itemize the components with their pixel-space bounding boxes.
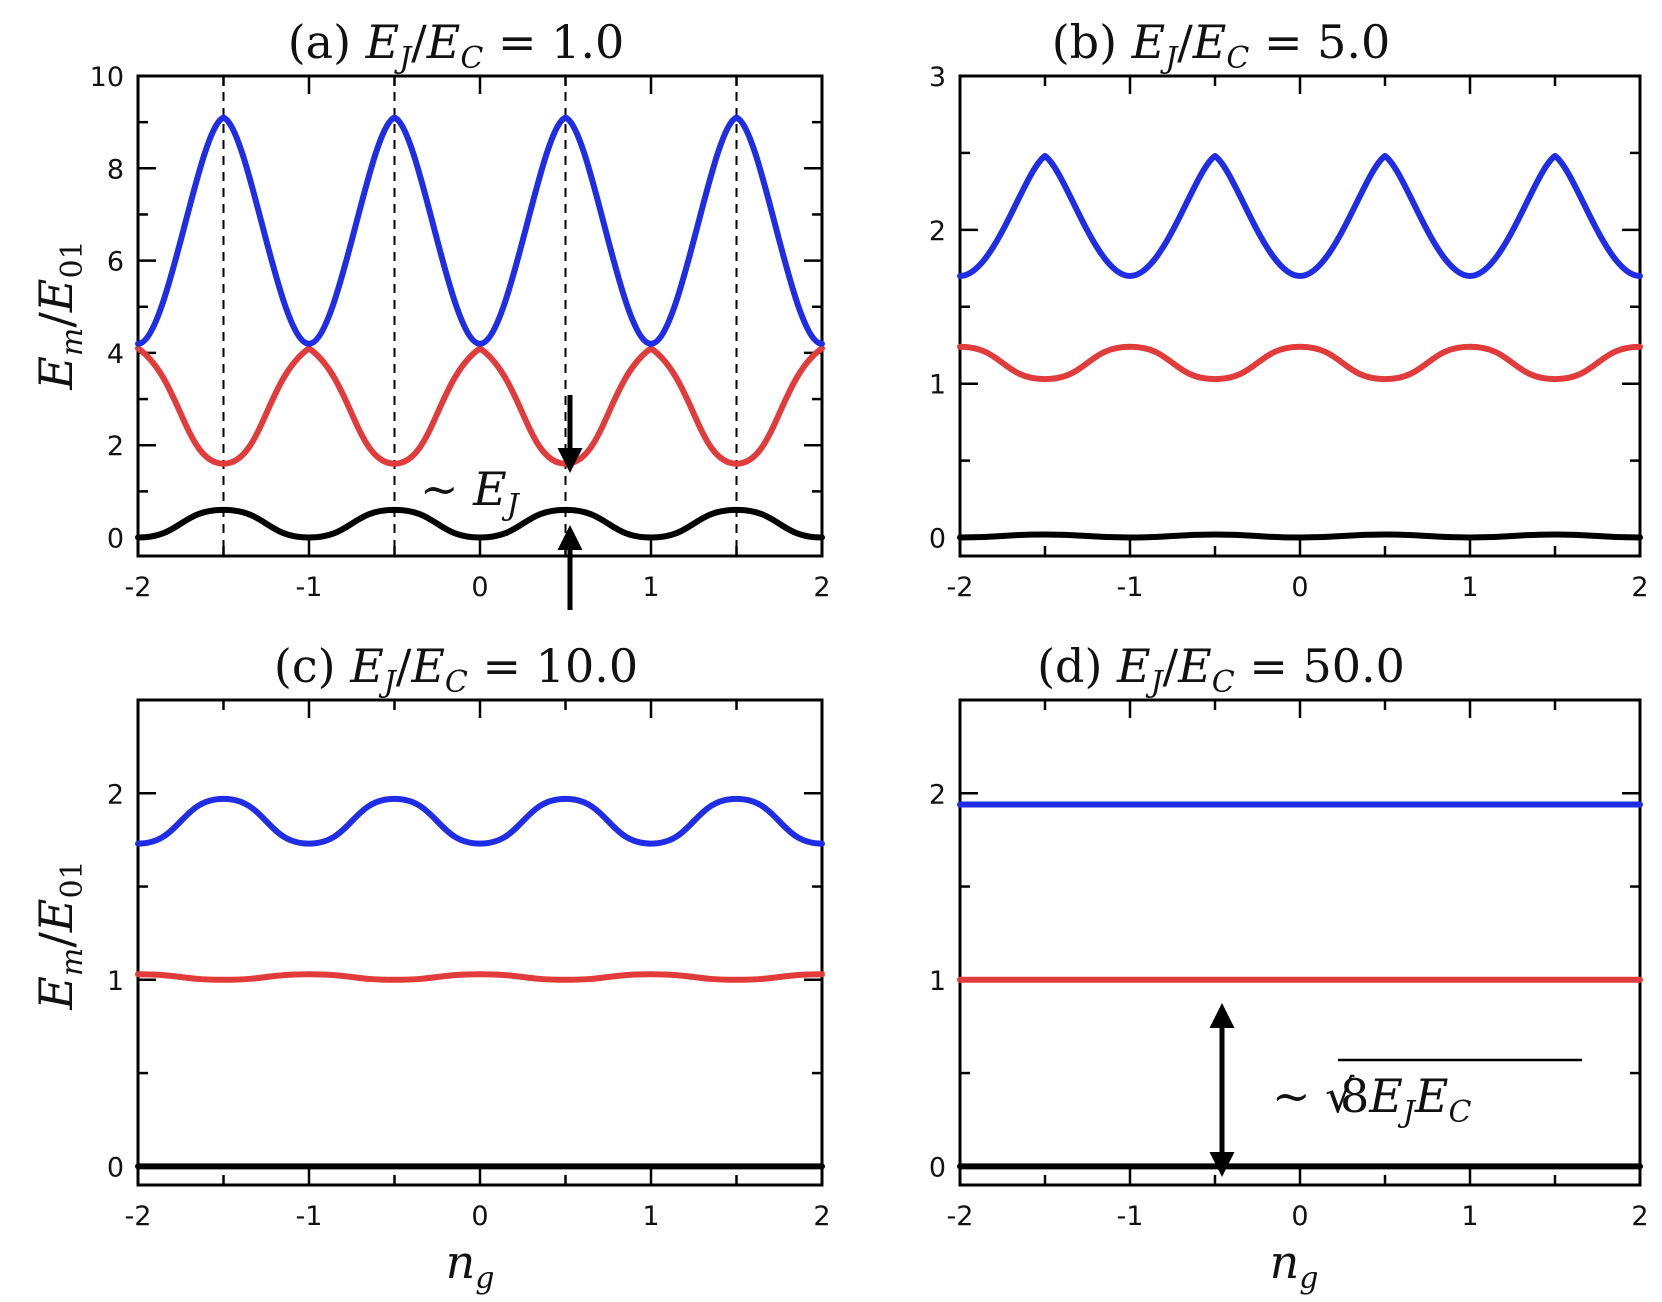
- x-tick-label: 0: [471, 1201, 488, 1232]
- x-tick-label: 0: [471, 572, 488, 603]
- panel-d: (d) EJ/EC = 50.0 ng -2 -1 0 1 2 0 1 2 ~ √ 8EJEC: [929, 639, 1649, 1296]
- plot-frame: [958, 74, 1642, 558]
- y-tick-label: 1: [929, 370, 946, 401]
- y-tick-label: 10: [90, 62, 124, 93]
- y-tick-label: 1: [107, 966, 124, 997]
- y-tick-label: 0: [929, 524, 946, 555]
- y-tick-label: 0: [107, 1152, 124, 1183]
- panel-c-xlabel: ng: [446, 1235, 495, 1296]
- panel-c: (c) EJ/EC = 10.0 Em/E01 ng -2 -1 0 1 2 0 1 2: [29, 639, 831, 1296]
- panel-a-annotation-text: ~ EJ: [420, 462, 521, 523]
- x-tick-label: -2: [125, 1201, 152, 1232]
- series-level-2: [135, 795, 825, 847]
- panel-d-plot: -2 -1 0 1 2 0 1 2: [929, 698, 1649, 1232]
- panel-d-annotation-text: ~ √: [1272, 1069, 1355, 1123]
- panel-a-title: (a) EJ/EC = 1.0: [288, 15, 625, 76]
- x-tick-label: 2: [1631, 572, 1648, 603]
- svg-text:8EJEC: 8EJEC: [1340, 1069, 1472, 1130]
- y-tick-label: 3: [929, 62, 946, 93]
- series-level-0: [957, 531, 1643, 541]
- series-level-1: [135, 345, 825, 467]
- panel-d-title: (d) EJ/EC = 50.0: [1037, 639, 1405, 700]
- panel-c-plot: -2 -1 0 1 2 0 1 2: [107, 698, 831, 1232]
- panel-a: (a) EJ/EC = 1.0 Em/E01 -2 -1 0 1 2 0 2 4 6 8 10 ~ …: [29, 15, 831, 610]
- series-level-2: [957, 153, 1643, 279]
- series-level-1: [135, 971, 825, 983]
- panel-b-title: (b) EJ/EC = 5.0: [1052, 15, 1391, 76]
- x-tick-label: 1: [642, 1201, 659, 1232]
- x-tick-label: -2: [947, 572, 974, 603]
- x-tick-label: 2: [1631, 1201, 1648, 1232]
- y-tick-label: 1: [929, 966, 946, 997]
- series-level-0: [135, 506, 825, 541]
- panel-b-plot: -2 -1 0 1 2 0 1 2 3: [929, 62, 1649, 603]
- panel-c-ylabel: Em/E01: [29, 860, 90, 1010]
- y-tick-label: 4: [107, 339, 124, 370]
- y-tick-label: 2: [929, 216, 946, 247]
- x-tick-label: -1: [1117, 1201, 1144, 1232]
- y-tick-label: 0: [929, 1152, 946, 1183]
- x-tick-label: -2: [947, 1201, 974, 1232]
- x-tick-label: 1: [1461, 572, 1478, 603]
- x-tick-label: 1: [642, 572, 659, 603]
- y-tick-label: 0: [107, 524, 124, 555]
- panel-b: (b) EJ/EC = 5.0 -2 -1 0 1 2 0 1 2 3: [929, 15, 1649, 603]
- series-level-2: [135, 114, 825, 347]
- y-tick-label: 2: [107, 431, 124, 462]
- x-tick-label: -2: [125, 572, 152, 603]
- x-tick-label: 0: [1291, 1201, 1308, 1232]
- panel-a-plot: -2 -1 0 1 2 0 2 4 6 8 10: [90, 62, 831, 603]
- x-tick-label: -1: [296, 572, 323, 603]
- y-tick-label: 6: [107, 247, 124, 278]
- x-tick-label: 1: [1461, 1201, 1478, 1232]
- y-tick-label: 8: [107, 154, 124, 185]
- y-tick-label: 2: [107, 779, 124, 810]
- series-level-1: [957, 343, 1643, 383]
- y-tick-label: 2: [929, 779, 946, 810]
- panel-c-title: (c) EJ/EC = 10.0: [274, 639, 638, 700]
- panel-d-xlabel: ng: [1270, 1235, 1319, 1296]
- panel-a-annotation: ~ EJ: [420, 395, 583, 610]
- panel-d-annotation: ~ √ 8EJEC: [1209, 1003, 1582, 1177]
- panel-a-ylabel: Em/E01: [29, 240, 90, 390]
- x-tick-label: 0: [1291, 572, 1308, 603]
- plot-frame: [136, 698, 824, 1187]
- x-tick-label: 2: [813, 572, 830, 603]
- x-tick-label: -1: [1117, 572, 1144, 603]
- x-tick-label: 2: [813, 1201, 830, 1232]
- x-tick-label: -1: [296, 1201, 323, 1232]
